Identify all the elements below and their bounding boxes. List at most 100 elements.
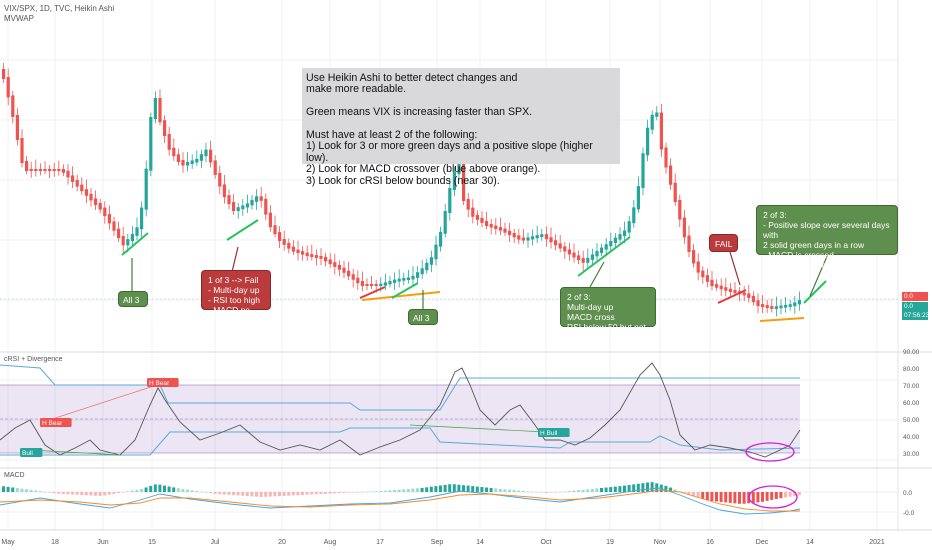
crsi-line	[0, 362, 801, 458]
candle-body	[121, 236, 125, 246]
candle-body	[365, 284, 369, 286]
candle-body	[623, 230, 627, 237]
macd-hist-bar	[429, 486, 433, 492]
macd-hist-bar	[572, 490, 576, 492]
macd-hist-bar	[2, 486, 5, 492]
macd-hist-bar	[356, 492, 360, 493]
macd-hist-bar	[765, 492, 769, 501]
macd-hist-bar	[89, 492, 93, 496]
macd-hist-bar	[466, 485, 470, 492]
candle-body	[144, 168, 148, 210]
time-axis-label: Jul	[211, 539, 220, 546]
divergence-label-bg	[40, 418, 72, 427]
candle-body	[471, 207, 475, 217]
candle-body	[793, 302, 797, 307]
candle-body	[195, 158, 199, 163]
candle-body	[462, 160, 466, 201]
candle-body	[291, 246, 295, 252]
candle-body	[480, 217, 484, 223]
macd-hist-bar	[351, 492, 355, 493]
macd-hist-bar	[613, 486, 617, 492]
macd-hist-bar	[788, 492, 792, 497]
time-axis-label: Nov	[654, 539, 667, 546]
candle-body	[613, 237, 617, 243]
macd-hist-bar	[636, 483, 640, 492]
candle-body	[20, 138, 24, 163]
time-axis-label: Aug	[324, 539, 337, 546]
candle-body	[646, 127, 650, 156]
candle-body	[434, 244, 438, 260]
candle-body	[11, 95, 15, 117]
divergence-label: H Bear	[149, 380, 170, 387]
candle-body	[425, 262, 429, 271]
macd-hist-bar	[264, 492, 268, 497]
candle-body	[636, 186, 640, 210]
macd-hist-bar	[784, 492, 787, 498]
candle-body	[673, 182, 677, 202]
macd-hist-bar	[609, 487, 613, 492]
macd-hist-bar	[701, 492, 705, 499]
macd-hist-bar	[374, 491, 378, 492]
time-axis-label: Jun	[97, 539, 108, 546]
candles	[2, 63, 801, 317]
time-axis-label: 18	[51, 539, 59, 546]
macd-hist-bar	[38, 491, 42, 492]
macd-hist-bar	[11, 487, 15, 492]
candle-body	[797, 300, 801, 305]
macd-hist-bar	[710, 492, 714, 502]
macd-hist-bar	[733, 492, 737, 504]
candle-body	[268, 212, 272, 228]
candle-body	[724, 287, 728, 291]
candle-body	[29, 169, 33, 171]
trend-line-5	[391, 282, 419, 299]
macd-hist-bar	[563, 491, 567, 493]
macd-hist-bar	[282, 492, 286, 496]
annotation-lines	[121, 219, 829, 322]
candle-body	[733, 289, 737, 294]
macd-hist-bar	[627, 484, 631, 492]
macd-hist-bar	[140, 489, 143, 492]
candle-body	[190, 160, 194, 164]
macd-hist-bar	[618, 486, 622, 492]
macd-histogram	[2, 482, 801, 504]
candle-body	[439, 231, 443, 247]
candle-body	[199, 154, 203, 161]
macd-hist-bar	[15, 488, 19, 492]
candle-body	[563, 246, 567, 252]
candle-body	[595, 250, 599, 257]
macd-hist-bar	[724, 492, 728, 503]
candle-body	[94, 198, 98, 205]
candle-body	[402, 278, 406, 281]
candle-body	[61, 169, 65, 173]
macd-hist-bar	[319, 492, 323, 495]
macd-hist-bar	[397, 489, 401, 492]
candle-body	[705, 275, 709, 282]
candle-body	[140, 207, 144, 230]
macd-hist-bar	[117, 492, 120, 494]
candle-body	[98, 203, 102, 210]
macd-hist-bar	[682, 492, 686, 494]
time-axis-labels: May 18 Jun 15 Jul 20 Aug 17 Sep 14 Oct 19 Nov 16 Dec 14…	[1, 539, 885, 546]
callout-all3-june: All 3	[118, 291, 148, 307]
macd-hist-bar	[199, 491, 203, 493]
candle-body	[153, 98, 157, 119]
macd-hist-bar	[521, 490, 525, 492]
candle-body	[107, 214, 111, 224]
macd-hist-bar	[153, 484, 157, 492]
candle-body	[590, 254, 594, 260]
macd-hist-bar	[80, 492, 84, 496]
candle-body	[84, 189, 88, 196]
macd-hist-bar	[347, 492, 350, 493]
macd-hist-bar	[342, 492, 346, 493]
macd-hist-bar	[57, 492, 61, 494]
macd-hist-bar	[301, 492, 304, 495]
divergence-line-bull	[29, 449, 121, 456]
crsi-pane-title: cRSI + Divergence	[4, 356, 63, 363]
macd-hist-bar	[107, 492, 111, 495]
pointer-2	[231, 246, 239, 273]
macd-pane	[0, 482, 898, 515]
trend-line-1	[121, 232, 149, 256]
candle-body	[388, 280, 392, 285]
crsi-lower-bound	[0, 427, 801, 456]
macd-hist-bar	[112, 492, 116, 494]
